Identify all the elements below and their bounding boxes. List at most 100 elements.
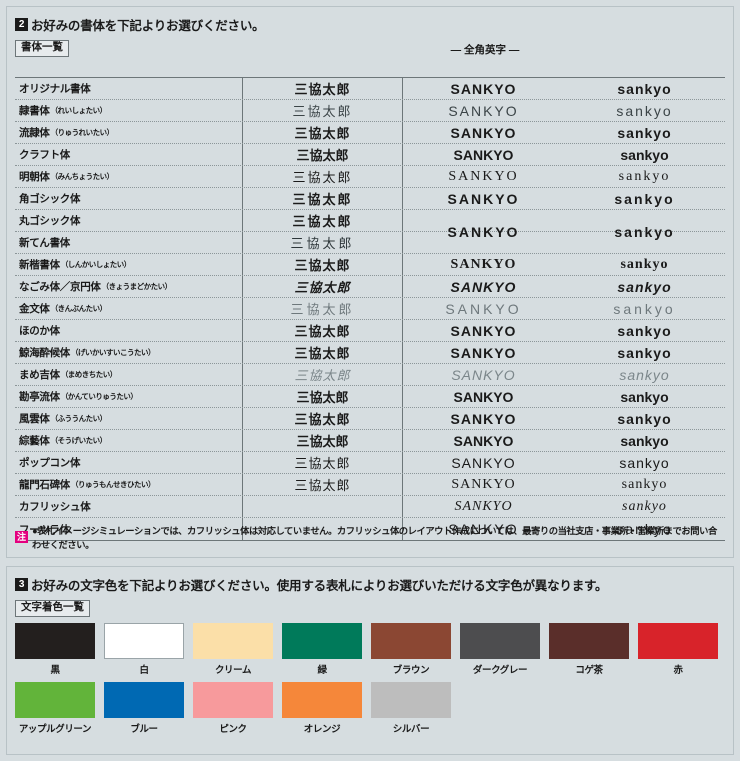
font-name-cell: まめ吉体 （まめきちたい） [15, 364, 243, 385]
kanji-sample: 三協太郎 [243, 232, 403, 253]
table-row[interactable]: 龍門石碑体 （りゅうもんせきひたい） 三協太郎 SANKYO sankyo [15, 474, 725, 496]
color-swatch-cream[interactable]: クリーム [193, 623, 273, 676]
color-chip[interactable] [15, 682, 95, 718]
color-chip[interactable] [371, 682, 451, 718]
color-chip[interactable] [15, 623, 95, 659]
color-swatch-darkgray[interactable]: ダークグレー [460, 623, 540, 676]
latin-uppercase-sample: SANKYO [447, 190, 520, 207]
kanji-sample: 三協太郎 [243, 166, 403, 187]
font-name-cell: 鯨海酔候体 （げいかいすいこうたい） [15, 342, 243, 363]
font-name: 新楷書体 [19, 259, 60, 271]
font-list-tag: 書体一覧 [15, 40, 69, 57]
table-row[interactable]: 丸ゴシック体 三協太郎 SANKYO sankyo [15, 210, 725, 232]
latin-uppercase-sample: SANKYO [450, 256, 517, 272]
font-reading: （りゅうれいたい） [50, 128, 115, 137]
kanji-sample: 三協太郎 [243, 452, 403, 473]
section-number-badge: 2 [15, 18, 28, 31]
font-name-cell: クラフト体 [15, 144, 243, 165]
font-reading: （ふううんたい） [50, 414, 108, 423]
color-swatch-kuro[interactable]: 黒 [15, 623, 95, 676]
color-swatch-pink[interactable]: ピンク [193, 682, 273, 735]
kanji-sample: 三協太郎 [243, 254, 403, 275]
color-label: シルバー [392, 724, 430, 735]
kanji-sample [243, 496, 403, 517]
table-row[interactable]: 金文体 （きんぶんたい） 三協太郎 SANKYO sankyo [15, 298, 725, 320]
latin-uppercase-sample: SANKYO [450, 344, 517, 361]
table-row[interactable]: 鯨海酔候体 （げいかいすいこうたい） 三協太郎 SANKYO sankyo [15, 342, 725, 364]
font-name-cell: カフリッシュ体 [15, 496, 243, 517]
color-tag-row: 文字着色一覧 [7, 600, 733, 620]
color-list-tag: 文字着色一覧 [15, 600, 90, 617]
latin-lowercase-sample: sankyo [621, 476, 668, 492]
font-name: フーツラ体 [19, 523, 70, 536]
color-swatch-applegreen[interactable]: アップルグリーン [15, 682, 95, 735]
color-swatch-blue[interactable]: ブルー [104, 682, 184, 735]
latin-uppercase-sample: SANKYO [450, 410, 517, 427]
latin-uppercase-sample: SANKYO [451, 476, 516, 492]
table-row[interactable]: ほのか体 三協太郎 SANKYO sankyo [15, 320, 725, 342]
table-row[interactable]: 角ゴシック体 三協太郎 SANKYO sankyo [15, 188, 725, 210]
table-row[interactable]: クラフト体 三協太郎 SANKYO sankyo [15, 144, 725, 166]
color-swatch-midori[interactable]: 緑 [282, 623, 362, 676]
kanji-sample: 三協太郎 [243, 474, 403, 495]
color-label: ブルー [130, 724, 158, 735]
table-row[interactable]: 明朝体 （みんちょうたい） 三協太郎 SANKYO sankyo [15, 166, 725, 188]
color-label: 白 [139, 665, 149, 676]
color-chip[interactable] [193, 623, 273, 659]
font-reading: （まめきちたい） [60, 370, 118, 379]
color-swatch-aka[interactable]: 赤 [638, 623, 718, 676]
kanji-sample: 三協太郎 [243, 144, 403, 165]
latin-lowercase-sample: sankyo [620, 432, 669, 449]
color-swatch-brown[interactable]: ブラウン [371, 623, 451, 676]
latin-uppercase-sample: SANKYO [445, 300, 522, 317]
color-chip[interactable] [460, 623, 540, 659]
color-swatch-orange[interactable]: オレンジ [282, 682, 362, 735]
font-name: 角ゴシック体 [19, 193, 81, 205]
table-row[interactable]: なごみ体／京円体 （きょうまどかたい） 三協太郎 SANKYO sankyo [15, 276, 725, 298]
color-chip[interactable] [104, 623, 184, 659]
color-label: 黒 [50, 665, 60, 676]
color-swatch-silver[interactable]: シルバー [371, 682, 451, 735]
table-row[interactable]: 新楷書体 （しんかいしょたい） 三協太郎 SANKYO sankyo [15, 254, 725, 276]
color-chip[interactable] [638, 623, 718, 659]
latin-uppercase-sample: SANKYO [454, 498, 513, 514]
color-swatch-kogecha[interactable]: コゲ茶 [549, 623, 629, 676]
font-name: 隷書体 [19, 105, 50, 117]
color-chip[interactable] [282, 623, 362, 659]
color-chip[interactable] [371, 623, 451, 659]
table-row[interactable]: 隷書体 （れいしょたい） 三協太郎 SANKYO sankyo [15, 100, 725, 122]
latin-column-header: — 全角英字 — [450, 44, 520, 56]
font-table-header-row: 書体一覧 — 全角英字 — [7, 40, 733, 60]
latin-uppercase-sample: SANKYO [450, 322, 517, 339]
table-row[interactable]: ポップコン体 三協太郎 SANKYO sankyo [15, 452, 725, 474]
latin-uppercase-sample: SANKYO [450, 80, 517, 97]
font-name: まめ吉体 [19, 369, 60, 381]
table-row[interactable]: まめ吉体 （まめきちたい） 三協太郎 SANKYO sankyo [15, 364, 725, 386]
table-row[interactable]: 流隷体 （りゅうれいたい） 三協太郎 SANKYO sankyo [15, 122, 725, 144]
color-chip[interactable] [104, 682, 184, 718]
latin-lowercase-sample: sankyo [617, 410, 672, 427]
color-chip[interactable] [549, 623, 629, 659]
color-label: 赤 [673, 665, 683, 676]
table-row[interactable]: 勘亭流体 （かんていりゅうたい） 三協太郎 SANKYO sankyo [15, 386, 725, 408]
table-row[interactable]: 新てん書体 三協太郎 SANKYO sankyo [15, 224, 725, 254]
font-name: 流隷体 [19, 127, 50, 139]
table-row[interactable]: オリジナル書体 三協太郎 SANKYO sankyo [15, 78, 725, 100]
latin-lowercase-sample: sankyo [616, 521, 673, 537]
font-name: 風雲体 [19, 413, 50, 425]
table-row[interactable]: 綜藝体 （そうげいたい） 三協太郎 SANKYO sankyo [15, 430, 725, 452]
table-row[interactable]: フーツラ体 SANKYO sankyo [15, 518, 725, 540]
color-swatch-shiro[interactable]: 白 [104, 623, 184, 676]
font-note: 注 ●表札イメージシミュレーションでは、カフリッシュ体は対応していません。カフリ… [15, 523, 725, 551]
color-chip[interactable] [282, 682, 362, 718]
color-chip[interactable] [193, 682, 273, 718]
latin-uppercase-sample: SANKYO [450, 124, 517, 141]
latin-uppercase-sample: SANKYO [448, 521, 519, 537]
color-label: ブラウン [392, 665, 430, 676]
kanji-sample: 三協太郎 [243, 342, 403, 363]
table-row[interactable]: カフリッシュ体 SANKYO sankyo [15, 496, 725, 518]
table-row[interactable]: 風雲体 （ふううんたい） 三協太郎 SANKYO sankyo [15, 408, 725, 430]
font-name-cell: 新てん書体 [15, 232, 243, 253]
kanji-sample: 三協太郎 [243, 78, 403, 99]
